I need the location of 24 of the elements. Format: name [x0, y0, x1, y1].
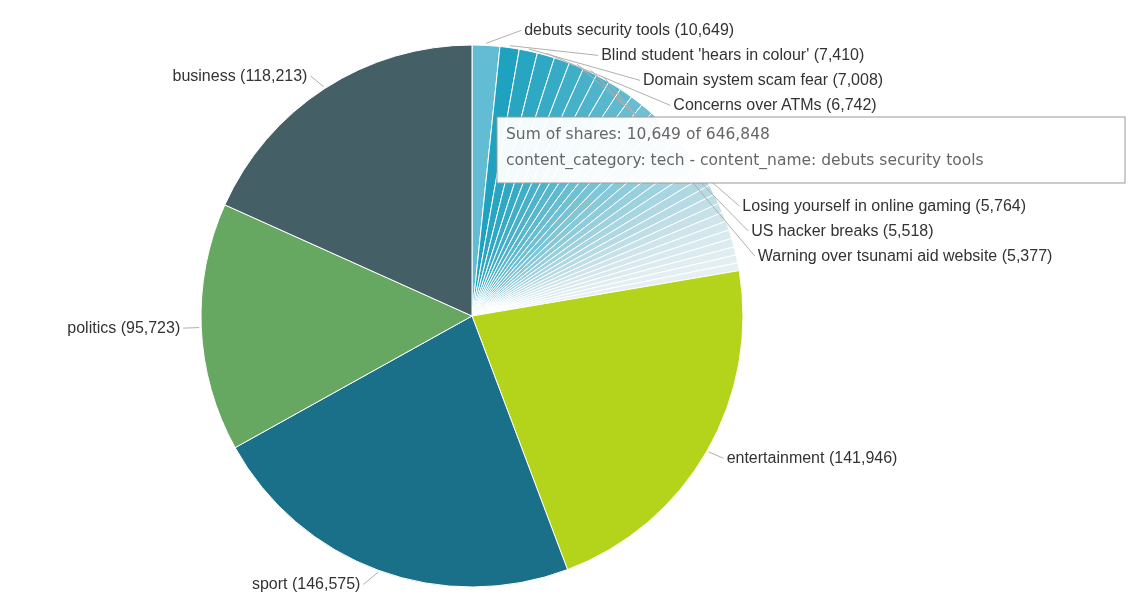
slice-label: Domain system scam fear — [643, 71, 829, 89]
slice-label: Warning over tsunami aid website — [757, 247, 998, 264]
data-label: (5,377) — [997, 247, 1053, 264]
slice-label: Losing yourself in online gaming — [742, 197, 971, 214]
data-label: (5,764) — [970, 197, 1027, 214]
data-label: (141,946) — [824, 449, 898, 467]
slice-label: politics — [67, 319, 117, 337]
text: Sum of shares: 10,649 of 646,848 — [506, 125, 770, 143]
slice-label: entertainment — [726, 449, 825, 467]
data-label: (10,649) — [670, 21, 735, 39]
data-label: (95,723) — [116, 319, 181, 337]
slice-label: Blind student 'hears in colour' — [601, 46, 810, 64]
text: content_category: tech - content_name: debuts security tools — [506, 151, 984, 170]
data-label: (146,575) — [287, 575, 361, 593]
data-label: (6,742) — [821, 96, 877, 114]
data-label: (7,410) — [809, 46, 865, 64]
slice-label: business — [172, 66, 236, 84]
slice-label: sport — [251, 575, 288, 593]
data-label: (7,008) — [828, 71, 884, 89]
data-label: (5,518) — [878, 222, 934, 239]
slice-label: Concerns over ATMs — [673, 96, 822, 114]
slice-label: debuts security tools — [524, 21, 671, 39]
data-label: (118,213) — [235, 66, 308, 84]
slice-label: US hacker breaks — [751, 222, 879, 239]
